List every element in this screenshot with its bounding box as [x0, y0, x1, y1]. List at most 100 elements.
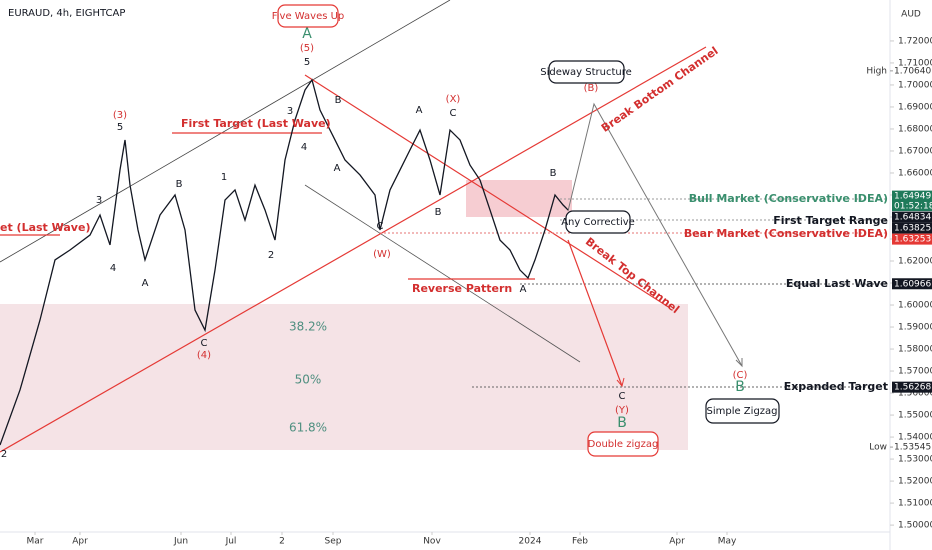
- annotation: 2: [268, 250, 274, 261]
- annotation: B: [435, 207, 442, 218]
- y-tick-label: 1.62000: [898, 257, 932, 267]
- y-tick-label: 1.53000: [898, 455, 932, 465]
- annotation: First Target Range: [773, 214, 888, 227]
- price-label-box: [892, 381, 932, 393]
- x-tick-label: May: [718, 537, 737, 547]
- price-label: 1.63825: [894, 224, 931, 234]
- price-label: 1.63253: [894, 235, 931, 245]
- countdown-box: [892, 201, 932, 212]
- annotation: Bear Market (Conservative IDEA): [684, 227, 888, 240]
- annotation: et (Last Wave): [0, 221, 90, 234]
- x-tick-label: 2024: [519, 537, 542, 547]
- annotation: Simple Zigzag: [706, 406, 777, 417]
- price-label-tag: Low: [869, 443, 887, 453]
- annotation: (Y): [615, 405, 629, 416]
- countdown: 01:52:18: [894, 202, 932, 212]
- channel-line: [304, 184, 581, 363]
- annotation: 1: [221, 172, 227, 183]
- y-tick-label: 1.58000: [898, 345, 932, 355]
- y-tick-label: 1.67000: [898, 146, 932, 156]
- y-tick-label: 1.50000: [898, 521, 932, 531]
- annotation: (X): [446, 94, 461, 105]
- price-label-box: [892, 233, 932, 245]
- y-tick-label: 1.57000: [898, 367, 932, 377]
- price-label: 1.70640: [894, 66, 931, 76]
- price-label: 1.64834: [894, 213, 931, 223]
- annotation-box: [705, 398, 780, 424]
- channel-line: [0, 0, 451, 263]
- y-tick-label: 1.68000: [898, 124, 932, 134]
- price-label-box: [892, 278, 932, 290]
- annotation: Bull Market (Conservative IDEA): [689, 192, 888, 205]
- y-tick-label: 1.72000: [898, 36, 932, 46]
- annotation: A: [520, 284, 527, 295]
- annotation: Equal Last Wave: [786, 277, 888, 290]
- projection-arrow: [567, 239, 623, 387]
- annotation: 4: [110, 263, 116, 274]
- price-label-box: [892, 222, 932, 234]
- annotation: Expanded Target: [784, 380, 888, 393]
- annotation: B: [735, 379, 745, 395]
- y-tick-label: 1.52000: [898, 477, 932, 487]
- annotation: (3): [113, 110, 127, 121]
- annotation: B: [335, 95, 342, 106]
- projection-arrow: [567, 102, 743, 367]
- annotation: (4): [197, 350, 211, 361]
- annotation: 5: [117, 122, 123, 133]
- price-line: [0, 78, 569, 446]
- annotation-box: [587, 431, 659, 457]
- annotation: Reverse Pattern: [412, 282, 512, 295]
- annotation: A: [302, 26, 312, 42]
- channel-line: [0, 46, 707, 453]
- annotation: C: [450, 108, 457, 119]
- channel-line: [304, 74, 671, 309]
- currency: AUD: [901, 10, 921, 20]
- annotation: First Target (Last Wave): [181, 117, 331, 130]
- y-tick-label: 1.66000: [898, 168, 932, 178]
- y-tick-label: 1.51000: [898, 499, 932, 509]
- annotation-box: [277, 4, 339, 28]
- annotation: C: [619, 391, 626, 402]
- price-label: 1.53545: [894, 443, 931, 453]
- annotation: (C): [733, 370, 748, 381]
- price-label: 1.56268: [894, 383, 931, 393]
- annotation: C: [201, 338, 208, 349]
- fib-zone: [0, 304, 688, 450]
- price-label-tag: High: [866, 66, 887, 76]
- annotation: A: [142, 278, 149, 289]
- arrow-head: [735, 358, 743, 368]
- y-tick-label: 1.71000: [898, 58, 932, 68]
- x-tick-label: Jul: [225, 537, 237, 547]
- annotation: 50%: [295, 373, 322, 387]
- y-tick-label: 1.54000: [898, 433, 932, 443]
- x-tick-label: Feb: [572, 537, 588, 547]
- annotation: B: [176, 179, 183, 190]
- y-tick-label: 1.69000: [898, 102, 932, 112]
- annotation: 61.8%: [289, 421, 327, 435]
- annotation: (B): [584, 83, 599, 94]
- x-tick-label: Apr: [669, 537, 685, 547]
- annotation: 38.2%: [289, 320, 327, 334]
- y-tick-label: 1.70000: [898, 80, 932, 90]
- annotation: A: [334, 163, 341, 174]
- annotation: Five Waves Up: [272, 11, 345, 22]
- arrow-head: [616, 377, 625, 388]
- annotation: 4: [301, 142, 307, 153]
- annotation: B: [617, 415, 627, 431]
- annotation-box: [548, 60, 625, 84]
- annotation: Double zigzag: [588, 439, 659, 450]
- x-tick-label: 2: [279, 537, 285, 547]
- price-label: 1.60966: [894, 279, 931, 289]
- annotation: (5): [300, 43, 314, 54]
- annotation: C: [377, 221, 384, 232]
- annotation-box: [565, 210, 631, 234]
- annotation: 3: [96, 195, 102, 206]
- y-tick-label: 1.60000: [898, 301, 932, 311]
- y-tick-label: 1.59000: [898, 323, 932, 333]
- y-tick-label: 1.55000: [898, 411, 932, 421]
- x-tick-label: Apr: [72, 537, 88, 547]
- annotation: Sideway Structure: [540, 67, 632, 78]
- annotation: 5: [304, 57, 310, 68]
